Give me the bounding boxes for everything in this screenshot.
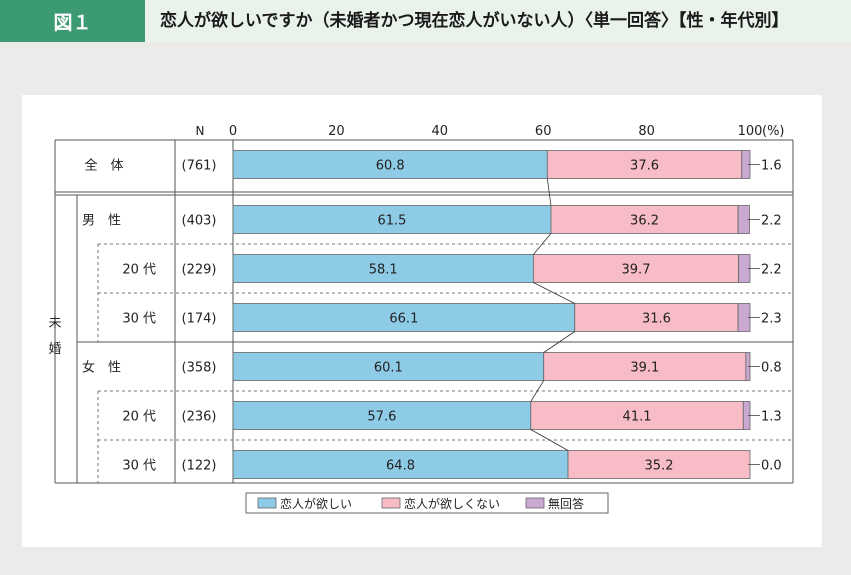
row-n-value: (761) xyxy=(182,159,217,174)
x-tick-label: 60 xyxy=(535,124,552,139)
side-group-label: 未 xyxy=(48,316,61,331)
row-n-value: (403) xyxy=(182,214,217,229)
side-group-label: 婚 xyxy=(48,342,61,357)
legend-box xyxy=(245,492,609,514)
row-label: 20 代 xyxy=(122,263,156,278)
data-label-want: 58.1 xyxy=(369,263,398,278)
bar-segment-want xyxy=(232,352,545,381)
row-n-value: (122) xyxy=(182,459,217,474)
row-label: 全 体 xyxy=(84,158,123,174)
data-label-no-answer: 0.8 xyxy=(761,361,782,376)
bar-segment-not-want xyxy=(550,205,739,234)
data-label-no-answer: 1.6 xyxy=(761,159,782,174)
data-label-want: 57.6 xyxy=(367,410,396,425)
connector-line xyxy=(530,429,569,451)
x-tick-label: 20 xyxy=(328,124,345,139)
data-label-no-answer: 2.3 xyxy=(761,312,782,327)
data-label-not-want: 35.2 xyxy=(645,459,674,474)
data-label-want: 64.8 xyxy=(386,459,415,474)
bar-segment-not-want xyxy=(574,303,739,332)
legend-swatch xyxy=(381,497,401,509)
data-label-want: 60.1 xyxy=(374,361,403,376)
legend-label: 無回答 xyxy=(548,496,584,511)
data-label-not-want: 37.6 xyxy=(630,159,659,174)
data-label-not-want: 39.1 xyxy=(630,361,659,376)
x-tick-label: 100 xyxy=(738,124,763,139)
connector-line xyxy=(533,233,552,255)
x-tick-label: 0 xyxy=(229,124,237,139)
data-label-no-answer: 2.2 xyxy=(761,263,782,278)
chart-card: N 0 20 40 60 80 100 (%) 未婚 全 体 (761) 男 性 (403) 20 代 (2… xyxy=(22,95,822,547)
bar-segment-not-want xyxy=(532,254,740,283)
data-label-want: 66.1 xyxy=(389,312,418,327)
bar-segment-want xyxy=(232,150,548,179)
connector-line xyxy=(533,282,575,304)
stacked-bar-chart: N 0 20 40 60 80 100 (%) 未婚 全 体 (761) 男 性 (403) 20 代 (2… xyxy=(48,124,794,514)
bar-segment-not-want xyxy=(546,150,743,179)
connector-line xyxy=(546,178,552,206)
data-label-not-want: 41.1 xyxy=(623,410,652,425)
bar-segment-want xyxy=(232,450,569,479)
legend-label: 恋人が欲しくない xyxy=(404,496,500,511)
data-label-not-want: 31.6 xyxy=(642,312,671,327)
bar-segment-want xyxy=(232,401,532,430)
row-label: 20 代 xyxy=(122,410,156,425)
row-label: 30 代 xyxy=(122,312,156,327)
row-n-value: (174) xyxy=(182,312,217,327)
connector-line xyxy=(543,331,575,353)
row-label: 女 性 xyxy=(82,360,121,376)
n-column-header: N xyxy=(196,124,205,138)
data-label-not-want: 39.7 xyxy=(622,263,651,278)
data-label-no-answer: 0.0 xyxy=(761,459,782,474)
row-label: 30 代 xyxy=(122,459,156,474)
row-label: 男 性 xyxy=(82,214,121,229)
chart-title: 恋人が欲しいですか（未婚者かつ現在恋人がいない人）〈単一回答〉【性・年代別】 xyxy=(160,11,789,31)
x-tick-label: 80 xyxy=(638,124,655,139)
data-label-no-answer: 1.3 xyxy=(761,410,782,425)
bar-segment-want xyxy=(232,303,576,332)
unit-label: (%) xyxy=(762,124,785,139)
legend-swatch xyxy=(525,497,545,509)
header-band: 図１ 恋人が欲しいですか（未婚者かつ現在恋人がいない人）〈単一回答〉【性・年代別… xyxy=(0,0,851,42)
row-n-value: (358) xyxy=(182,361,217,376)
data-label-no-answer: 2.2 xyxy=(761,214,782,229)
row-n-value: (236) xyxy=(182,410,217,425)
data-label-want: 60.8 xyxy=(376,159,405,174)
legend-label: 恋人が欲しい xyxy=(280,496,352,511)
x-tick-label: 40 xyxy=(432,124,449,139)
bar-segment-not-want xyxy=(530,401,744,430)
connector-line xyxy=(530,380,545,402)
data-label-not-want: 36.2 xyxy=(630,214,659,229)
legend-swatch xyxy=(257,497,277,509)
row-n-value: (229) xyxy=(182,263,217,278)
figure-label: 図１ xyxy=(0,0,145,42)
data-label-want: 61.5 xyxy=(378,214,407,229)
bar-segment-want xyxy=(232,205,552,234)
